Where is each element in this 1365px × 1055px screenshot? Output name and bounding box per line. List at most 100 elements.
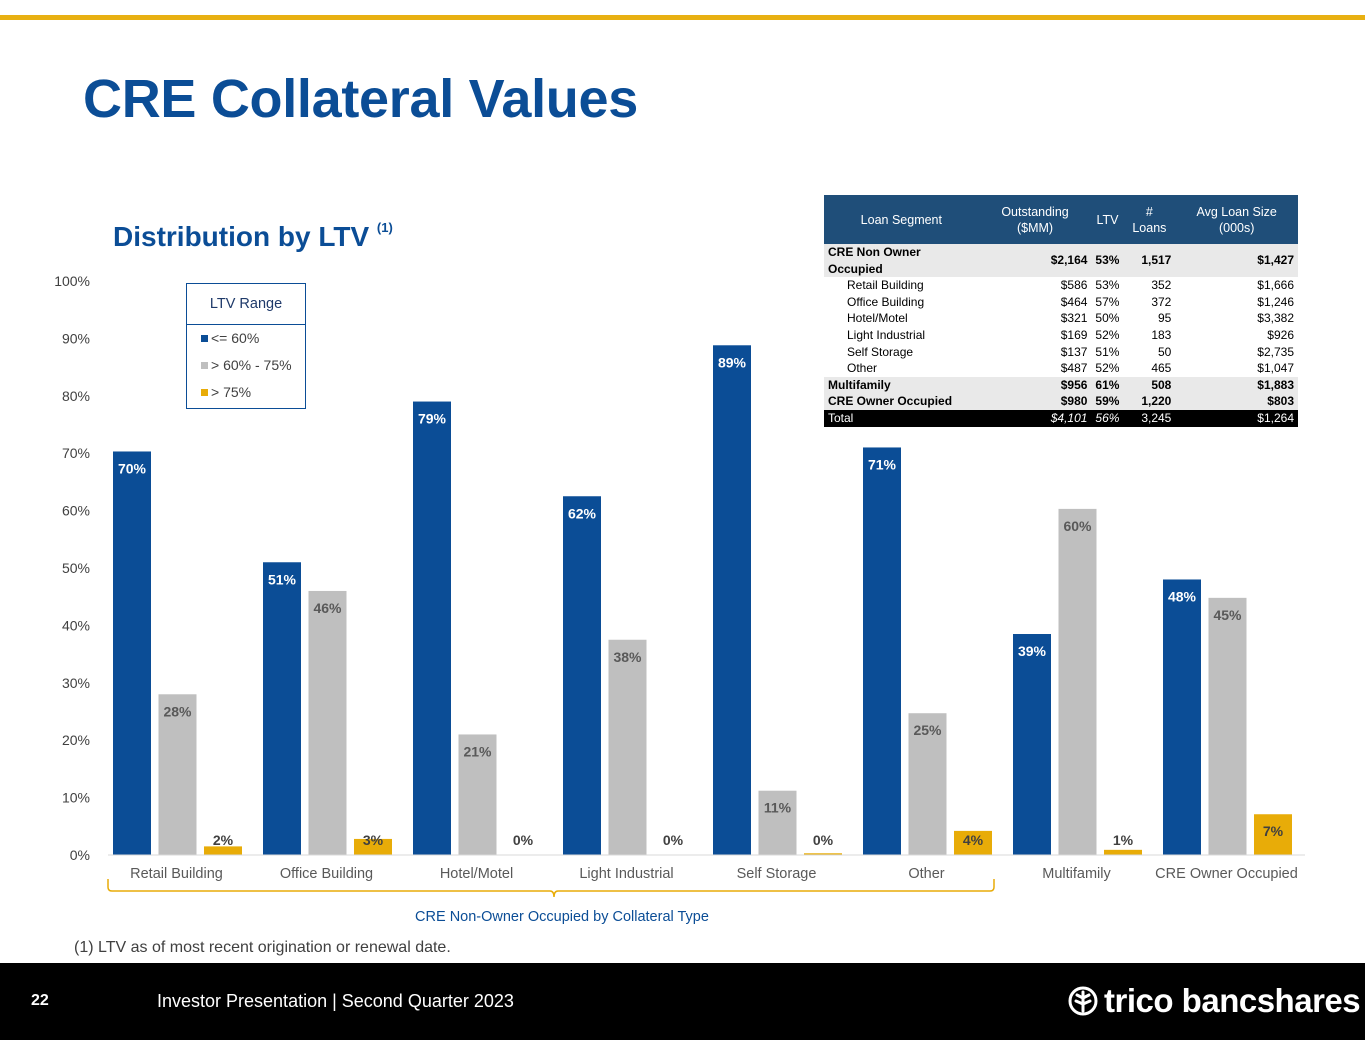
table-row: Retail Building $586 53% 352 $1,666: [824, 277, 1298, 294]
data-label: 2%: [213, 832, 234, 848]
table-header-cell: Loan Segment: [824, 195, 979, 244]
company-logo: trico bancshares: [1068, 981, 1361, 1021]
table-cell: $1,666: [1175, 277, 1298, 294]
top-accent-rule: [0, 15, 1365, 20]
table-cell: $980: [978, 393, 1092, 410]
table-header-cell: Avg Loan Size (000s): [1175, 195, 1298, 244]
table-cell: 53%: [1091, 277, 1124, 294]
table-header-cell: Outstanding ($MM): [978, 195, 1092, 244]
legend-label: > 60% - 75%: [211, 357, 292, 373]
table-row: Self Storage $137 51% 50 $2,735: [824, 343, 1298, 361]
loan-segment-table: Loan Segment Outstanding ($MM) LTV # Loans A…: [824, 195, 1298, 427]
group-bracket: [107, 879, 995, 898]
legend-item: <= 60%: [187, 325, 305, 352]
table-cell: $137: [978, 343, 1092, 361]
legend-label: > 75%: [211, 384, 252, 400]
table-cell: $803: [1175, 393, 1298, 410]
group-label: CRE Non-Owner Occupied by Collateral Typ…: [415, 909, 709, 925]
bar: [1013, 634, 1051, 855]
table-cell: 352: [1123, 277, 1176, 294]
table-cell: 465: [1123, 360, 1176, 377]
ltv-bar-chart: 0% 10% 20% 30% 40% 50% 60% 70% 80% 90% 100% 70% 28%…: [54, 273, 1305, 925]
x-category-label: Hotel/Motel: [440, 866, 513, 882]
footnote: (1) LTV as of most recent origination or…: [74, 939, 451, 956]
table-cell: $4,101: [978, 409, 1092, 427]
x-category-label: Other: [908, 866, 944, 882]
data-label: 79%: [418, 411, 447, 427]
table-cell: $169: [978, 326, 1092, 344]
footer-text: Investor Presentation | Second Quarter 2…: [157, 991, 514, 1011]
data-label: 7%: [1263, 823, 1284, 839]
legend-swatch: [201, 335, 208, 342]
table-cell: 53%: [1091, 244, 1124, 278]
data-label: 0%: [513, 832, 534, 848]
data-label: 0%: [663, 832, 684, 848]
x-category-label: Self Storage: [737, 866, 817, 882]
bar: [804, 853, 842, 855]
bar: [1254, 814, 1292, 855]
legend-items: <= 60% > 60% - 75% > 75%: [187, 325, 305, 408]
tree-logo-icon: [1068, 986, 1098, 1016]
table-cell: $586: [978, 277, 1092, 294]
table-cell: 56%: [1091, 409, 1124, 427]
y-tick-label: 40%: [62, 617, 90, 633]
data-labels: 70% 28% 2% 51% 46% 3% 79% 21% 0% 62% 38% 0% 89% 11% 0%…: [118, 354, 1284, 848]
bar: [954, 830, 992, 855]
data-label: 39%: [1018, 643, 1047, 659]
subtitle-footnote-marker: (1): [376, 219, 393, 235]
bar: [758, 790, 797, 855]
bar: [1208, 597, 1247, 855]
table-cell: $2,735: [1175, 343, 1298, 361]
table-cell: $1,246: [1175, 293, 1298, 311]
table-row: Light Industrial $169 52% 183 $926: [824, 326, 1298, 344]
table-cell: 50%: [1091, 310, 1124, 327]
table-cell: 52%: [1091, 326, 1124, 344]
y-tick-label: 100%: [54, 273, 90, 289]
bar: [908, 713, 947, 855]
table-header-cell: LTV: [1091, 195, 1124, 244]
footer-bar: 22 Investor Presentation | Second Quarte…: [0, 963, 1365, 1040]
data-label: 45%: [1213, 607, 1242, 623]
table-cell: 51%: [1091, 343, 1124, 361]
bar: [113, 451, 151, 855]
table-cell: 508: [1123, 376, 1176, 394]
table-cell: Other: [824, 360, 979, 377]
table-cell: Multifamily: [824, 376, 979, 394]
page-number: 22: [31, 992, 49, 1009]
data-label: 48%: [1168, 588, 1197, 604]
table-row: Hotel/Motel $321 50% 95 $3,382: [824, 310, 1298, 327]
table-cell: $956: [978, 376, 1092, 394]
legend-item: > 75%: [187, 379, 305, 406]
bar: [863, 447, 901, 855]
table-cell: 1,517: [1123, 244, 1176, 278]
table-cell: Hotel/Motel: [824, 310, 979, 327]
table-cell: $321: [978, 310, 1092, 327]
bar: [354, 838, 392, 855]
page-title: CRE Collateral Values: [83, 69, 638, 129]
x-category-label: Light Industrial: [579, 866, 673, 882]
bar: [263, 562, 301, 855]
table-cell: 61%: [1091, 376, 1124, 394]
data-label: 51%: [268, 571, 297, 587]
table-cell: 50: [1123, 343, 1176, 361]
data-label: 71%: [868, 456, 897, 472]
bar: [413, 401, 451, 855]
table-cell: 57%: [1091, 293, 1124, 311]
data-label: 46%: [313, 600, 342, 616]
table-cell: $3,382: [1175, 310, 1298, 327]
table-cell: $1,047: [1175, 360, 1298, 377]
chart-subtitle: Distribution by LTV (1): [113, 219, 393, 253]
bar: [713, 345, 751, 855]
y-tick-label: 70%: [62, 445, 90, 461]
x-axis: Retail Building Office Building Hotel/Mote…: [130, 866, 1298, 882]
table-cell: Light Industrial: [824, 326, 979, 344]
bar: [608, 639, 647, 855]
table-cell: Total: [824, 409, 979, 427]
data-label: 70%: [118, 460, 147, 476]
table-cell: $1,264: [1175, 409, 1298, 427]
table-cell: $464: [978, 293, 1092, 311]
x-category-label: CRE Owner Occupied: [1155, 866, 1298, 882]
table-cell: $2,164: [978, 244, 1092, 278]
table-cell: 372: [1123, 293, 1176, 311]
data-label: 21%: [463, 743, 492, 759]
